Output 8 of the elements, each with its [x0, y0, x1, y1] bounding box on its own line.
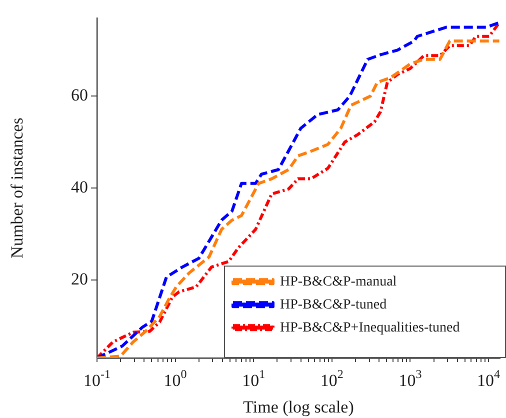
y-tick-label: 60	[71, 86, 88, 105]
x-axis-title: Time (log scale)	[243, 397, 354, 416]
legend-label: HP-B&C&P-tuned	[280, 297, 387, 312]
y-tick-label: 40	[71, 177, 88, 196]
legend-label: HP-B&C&P+Inequalities-tuned	[280, 320, 460, 336]
legend-label: HP-B&C&P-manual	[280, 274, 397, 290]
y-axis-title: Number of instances	[8, 118, 27, 258]
y-tick-label: 20	[71, 269, 88, 288]
